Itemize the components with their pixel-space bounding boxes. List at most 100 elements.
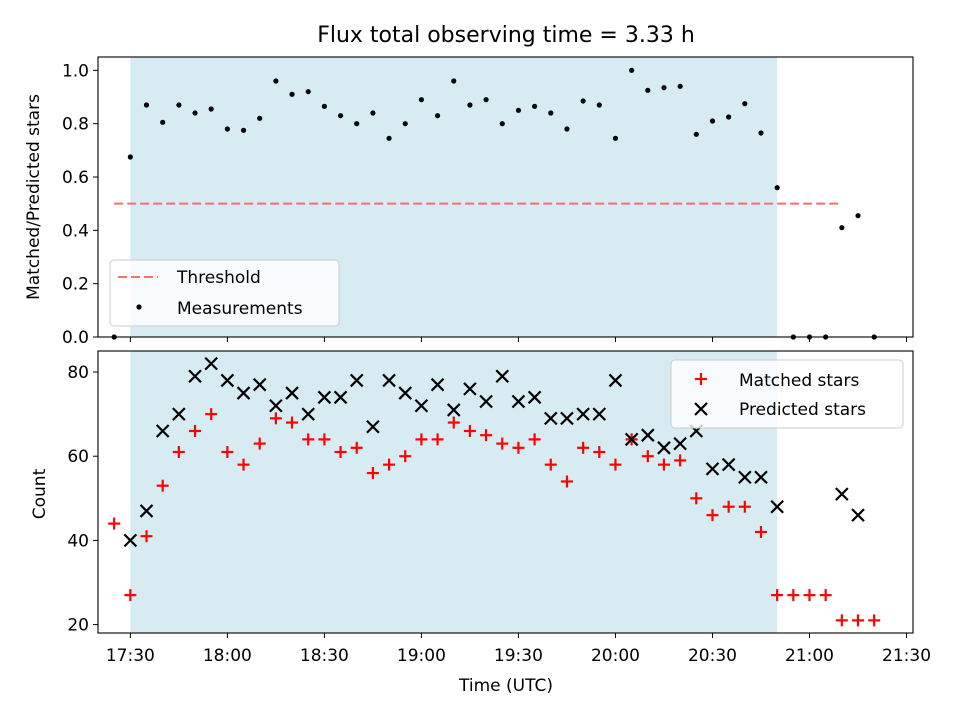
bottom-y-axis-label: Count [30, 468, 50, 519]
predicted-star-point-b [269, 398, 283, 413]
predicted-star-point-b [172, 407, 186, 421]
matched-star-point [221, 446, 234, 459]
predicted-star-point-b [236, 386, 251, 400]
predicted-star-point-b [705, 462, 720, 476]
measurement-point [515, 107, 522, 113]
predicted-star-point [835, 487, 849, 501]
bottom-y-tick-label: 80 [67, 363, 89, 383]
top-y-tick-label: 0.4 [62, 221, 89, 241]
matched-star-point [399, 450, 412, 463]
measurement-point [612, 135, 619, 141]
x-tick-label: 21:30 [882, 646, 931, 666]
predicted-star-point [657, 441, 671, 455]
bottom-y-tick-label: 60 [67, 447, 89, 467]
predicted-star-point [560, 411, 574, 426]
predicted-star-point-b [641, 428, 655, 442]
matched-star-point [609, 458, 622, 471]
measurement-point [693, 131, 699, 137]
predicted-star-point [414, 398, 429, 413]
matched-star-point [560, 475, 573, 488]
matched-star-point [528, 433, 541, 446]
predicted-star-point-b [721, 457, 736, 472]
matched-star-point [140, 530, 153, 543]
predicted-star-point-b [155, 424, 170, 438]
predicted-star-point [349, 373, 364, 388]
chart-title: Flux total observing time = 3.33 h [317, 23, 695, 48]
measurement-point [451, 78, 457, 84]
predicted-star-point-b [349, 373, 364, 388]
x-tick-label: 21:00 [785, 646, 834, 666]
measurement-point [127, 154, 133, 160]
predicted-star-point-b [754, 470, 768, 485]
bottom-x-axis: 17:30 18:00 18:30 19:00 19:30 20:00 20:30 21:00… [106, 633, 931, 666]
predicted-star-point-b [204, 356, 218, 371]
measurement-point [467, 102, 473, 108]
matched-star-point [124, 589, 137, 602]
matched-star-point [189, 424, 202, 437]
predicted-star-point [430, 377, 445, 392]
x-axis-label: Time (UTC) [458, 676, 553, 696]
matched-star-point [577, 441, 590, 454]
matched-star-point [156, 479, 169, 492]
measurement-point [289, 91, 295, 97]
bottom-legend-box [670, 359, 904, 429]
predicted-star-point [705, 462, 720, 476]
measurement-points [111, 67, 877, 340]
predicted-star-point [511, 394, 526, 409]
measurement-point [629, 67, 635, 73]
predicted-star-point-b [851, 508, 865, 522]
predicted-star-point-b [188, 369, 202, 384]
predicted-star-point [301, 407, 315, 421]
measurement-point [596, 102, 602, 108]
matched-star-point [237, 458, 250, 471]
predicted-star-point [851, 508, 865, 522]
predicted-star-point [188, 369, 202, 384]
measurement-point [273, 78, 279, 84]
legend-predicted-marker [694, 402, 708, 416]
matched-star-point [657, 458, 670, 471]
measurement-point [758, 130, 764, 136]
predicted-star-point [527, 390, 542, 405]
matched-star-point [350, 441, 363, 454]
measurement-point [564, 126, 570, 132]
matched-star-point [512, 441, 525, 454]
measurement-point [370, 110, 376, 116]
predicted-star-point [754, 470, 768, 485]
top-y-tick-label: 0.8 [62, 115, 89, 135]
legend-threshold-label: Threshold [176, 268, 261, 288]
predicted-star-point-b [220, 373, 235, 388]
measurement-point [224, 126, 230, 132]
measurement-point [305, 89, 311, 95]
predicted-star-point-b [592, 407, 607, 421]
measurement-point [192, 110, 198, 116]
top-plot-frame [97, 56, 914, 338]
predicted-star-point-b [414, 398, 429, 413]
matched-star-point [722, 500, 735, 513]
top-y-tick-label: 0.6 [62, 168, 89, 188]
measurement-point [661, 85, 667, 91]
top-panel: 0.0 0.2 0.4 0.6 0.8 1.0 Matched/Predicted sta… [24, 56, 914, 348]
matched-star-point [334, 446, 347, 459]
predicted-star-point-b [511, 394, 526, 409]
matched-star-point [383, 458, 396, 471]
predicted-star-point-b [495, 369, 510, 384]
predicted-star-point-b [139, 504, 154, 518]
predicted-star-point [543, 411, 558, 426]
predicted-star-point [285, 386, 299, 400]
predicted-star-point [495, 369, 510, 384]
measurement-point [240, 127, 247, 133]
matched-star-point [286, 416, 299, 429]
predicted-star-point-b [285, 386, 299, 400]
predicted-star-point-b [673, 436, 687, 451]
predicted-star-point-b [738, 470, 752, 485]
measurement-point [143, 102, 150, 108]
bottom-panel: 20 40 60 80 17:30 18:00 18:30 19:00 19:30 20:00 2… [30, 350, 931, 696]
legend-predicted-label: Predicted stars [739, 400, 866, 420]
predicted-star-point [673, 436, 687, 451]
measurement-point [434, 113, 441, 119]
measurement-point [709, 118, 716, 124]
measurement-point [726, 114, 732, 120]
matched-star-point [480, 429, 493, 442]
measurement-point [645, 87, 651, 93]
measurement-point [257, 115, 263, 121]
